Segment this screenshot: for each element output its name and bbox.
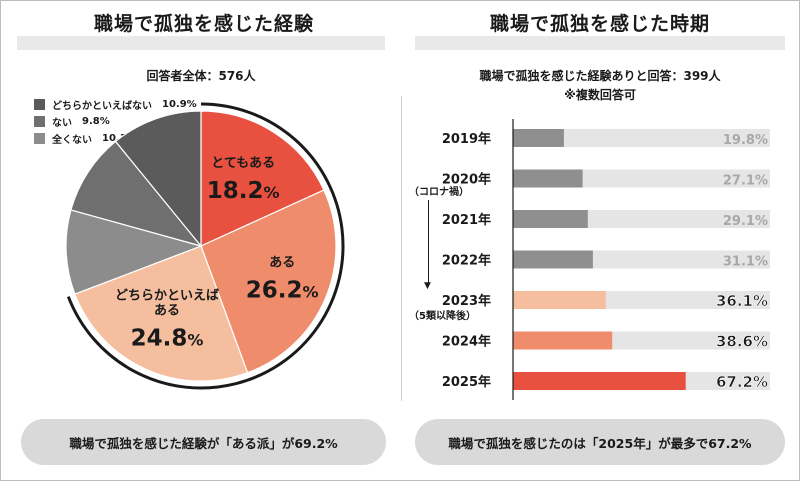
bar-category-label: 2019年 <box>442 131 491 147</box>
bar-value-label: 36.1% <box>716 292 768 310</box>
pie-slice <box>114 110 202 248</box>
pie-value-label: 24.8% <box>131 326 204 352</box>
bar-category-label: 2025年 <box>442 374 491 390</box>
bar-category-label: 2022年 <box>442 253 491 269</box>
bar-category-label: 2023年 <box>442 293 491 309</box>
pie-slice-label: ある <box>269 255 295 270</box>
right-summary-pill: 職場で孤独を感じたのは「2025年」が最多で67.2% <box>415 419 785 465</box>
legend-value: 9.8% <box>82 116 110 127</box>
pie-value-label: 26.2% <box>246 277 319 303</box>
legend-label: 全くない <box>52 135 92 146</box>
panel-divider <box>401 96 402 401</box>
bar-value-label: 27.1% <box>723 174 768 189</box>
legend-label: どちらかといえばない <box>52 101 152 112</box>
pie-value-unit: % <box>264 183 280 202</box>
pie-slice <box>70 140 203 248</box>
bar <box>513 372 686 390</box>
pie-slice <box>200 189 337 374</box>
pie-value-unit: % <box>303 282 319 301</box>
pie-slice-label: ある <box>154 304 180 319</box>
legend-swatch <box>34 133 45 144</box>
pie-slice-label-group: ある 26.2% <box>246 255 319 303</box>
pie-value-unit: % <box>187 331 203 350</box>
left-title-underline <box>17 36 385 50</box>
bar-track <box>513 129 770 147</box>
legend-swatch <box>34 99 45 110</box>
bar-value-label: 19.8% <box>723 133 768 148</box>
emphasis-arc <box>66 102 345 390</box>
right-subtitle-note: ※複数回答可 <box>564 88 636 102</box>
bar <box>513 250 593 269</box>
bar <box>513 291 606 309</box>
period-note-corona: （コロナ禍） <box>409 187 469 198</box>
right-title-underline <box>415 36 785 50</box>
bar <box>513 210 588 228</box>
pie-slice-label-group: とてもある 18.2% <box>207 156 280 204</box>
bar-value-label: 38.6% <box>716 333 768 351</box>
legend-swatch <box>34 116 45 127</box>
bar-chart: 2019年 19.8% 2020年 27.1% 2021年 29.1% 2022年 31.1%… <box>442 119 770 400</box>
pie-slice <box>74 245 249 382</box>
bar <box>513 331 613 350</box>
bar-category-label: 2024年 <box>442 334 491 350</box>
right-subtitle: 職場で孤独を感じた経験ありと回答：399人 <box>479 69 721 83</box>
pie-slice-label: とてもある <box>211 156 275 171</box>
left-subtitle: 回答者全体：576人 <box>146 69 256 83</box>
bar-category-label: 2021年 <box>442 212 491 228</box>
legend-item: ない 9.8% <box>34 113 197 130</box>
bar-category-label: 2020年 <box>442 172 491 188</box>
arrow-down-icon: ▼ <box>424 281 431 291</box>
legend-item: どちらかといえばない 10.9% <box>34 96 197 113</box>
bar-value-label: 31.1% <box>723 255 768 270</box>
legend-value: 10.9% <box>162 99 197 110</box>
pie-slice-label: どちらかといえば <box>115 289 219 304</box>
pie-slice <box>65 209 203 295</box>
bar-value-label: 67.2% <box>716 373 768 391</box>
left-panel-title: 職場で孤独を感じた経験 <box>93 13 314 35</box>
left-summary-pill: 職場で孤独を感じた経験が「ある派」が69.2% <box>21 419 386 465</box>
pie-value-label: 18.2% <box>207 178 280 204</box>
pie-slice <box>200 110 325 247</box>
bar-value-label: 29.1% <box>723 214 768 229</box>
period-note-after: （5類以降後） <box>409 311 476 322</box>
period-arrow-line <box>428 200 429 285</box>
right-panel-title: 職場で孤独を感じた時期 <box>489 13 710 35</box>
bar <box>513 129 564 147</box>
legend-label: ない <box>52 118 72 129</box>
bar <box>513 169 583 188</box>
